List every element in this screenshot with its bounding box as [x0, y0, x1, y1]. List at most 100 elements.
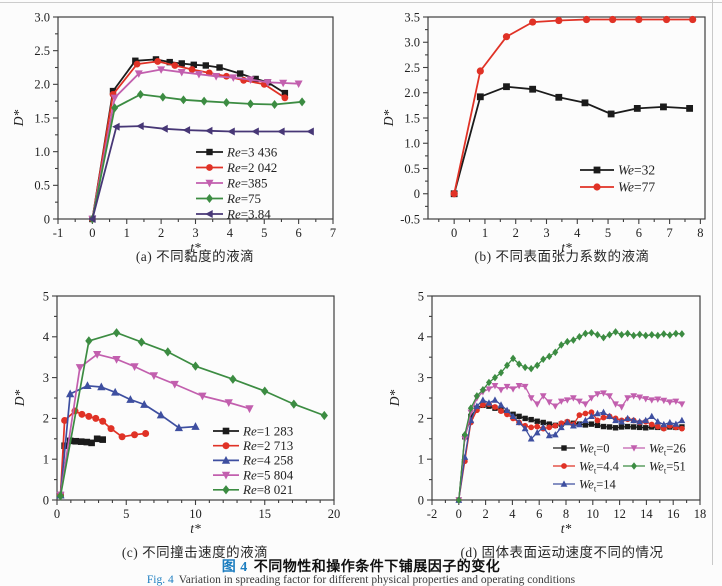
svg-text:20: 20	[328, 507, 341, 521]
svg-text:4: 4	[227, 226, 234, 240]
svg-text:0.5: 0.5	[34, 179, 50, 193]
svg-text:5: 5	[605, 226, 611, 240]
svg-text:Wet=4.4: Wet=4.4	[579, 459, 620, 475]
svg-text:2.5: 2.5	[404, 61, 420, 75]
svg-text:2.5: 2.5	[34, 44, 50, 58]
svg-text:5: 5	[123, 507, 129, 521]
svg-text:8: 8	[563, 507, 569, 521]
svg-text:12: 12	[613, 507, 626, 521]
svg-text:Wet=26: Wet=26	[649, 441, 686, 457]
svg-text:Re=3 436: Re=3 436	[226, 144, 278, 159]
figure-caption-english: Fig. 4 Variation in spreading factor for …	[0, 574, 722, 586]
svg-text:Re=5 804: Re=5 804	[242, 467, 294, 482]
subplot-a-caption: (a) 不同黏度的液滴	[135, 249, 255, 264]
subplot-d-chart: -2 0 2 4 6 8 10 12 14 16 18012345t*D*Wet=0Wet=4.4W…	[387, 289, 707, 536]
svg-text:t*: t*	[561, 521, 572, 536]
svg-text:1: 1	[418, 453, 424, 467]
svg-text:-1: -1	[53, 226, 63, 240]
svg-text:0: 0	[418, 493, 424, 507]
figure-caption: 图 4 不同物性和操作条件下铺展因子的变化	[0, 556, 722, 576]
svg-text:We=77: We=77	[618, 179, 655, 194]
svg-text:14: 14	[640, 507, 653, 521]
svg-text:3: 3	[543, 226, 549, 240]
svg-text:2.0: 2.0	[34, 78, 50, 92]
subplot-c-caption: (c) 不同撞击速度的液滴	[121, 545, 269, 560]
svg-text:6: 6	[536, 507, 542, 521]
subplot-a: -1 0 1 2 3 4 5 6 7 0 0.5 1.0 1.5 2.0 2.5 3.0 t* D* Re=3 43…	[10, 10, 345, 260]
svg-text:3: 3	[418, 371, 424, 385]
svg-text:0: 0	[43, 493, 49, 507]
svg-text:Re=4 258: Re=4 258	[242, 453, 293, 468]
svg-text:8: 8	[697, 226, 703, 240]
svg-text:0: 0	[54, 507, 60, 521]
svg-text:t*: t*	[190, 521, 201, 536]
svg-text:1.0: 1.0	[34, 145, 50, 159]
svg-text:0: 0	[44, 212, 50, 226]
svg-text:t*: t*	[190, 240, 201, 255]
svg-text:3.0: 3.0	[34, 11, 50, 24]
svg-text:0: 0	[89, 226, 95, 240]
svg-text:16: 16	[667, 507, 680, 521]
svg-text:4: 4	[509, 507, 516, 521]
svg-text:0: 0	[451, 226, 457, 240]
figure-caption-text: 不同物性和操作条件下铺展因子的变化	[253, 560, 501, 575]
subplot-c: 0 5 10 15 20 0 1 2 3 4 5 t* D* Re=1 283 Re=2 713 Re=4 2…	[11, 288, 348, 543]
svg-text:2.0: 2.0	[404, 86, 420, 100]
svg-text:5: 5	[418, 289, 424, 303]
svg-text:We=32: We=32	[618, 162, 655, 177]
figure-caption-english-text: Variation in spreading factor for differ…	[178, 574, 576, 586]
svg-text:1.5: 1.5	[34, 111, 50, 125]
svg-text:10: 10	[189, 507, 202, 521]
svg-text:4: 4	[574, 226, 581, 240]
page-top-border	[0, 2, 722, 3]
subplot-b: 0 1 2 3 4 5 6 7 8 -0.5 0 0.5 1.0 1.5 2.0 2.5 3.0 3.5 t* D* W…	[380, 10, 717, 260]
svg-text:D*: D*	[387, 390, 402, 408]
figure-caption-english-number: Fig. 4	[146, 574, 174, 586]
svg-text:0.5: 0.5	[404, 162, 420, 176]
svg-text:D*: D*	[12, 390, 27, 408]
subplot-a-chart: -1 0 1 2 3 4 5 6 700.51.01.52.02.53.0t*D*Re=3 43…	[11, 10, 336, 255]
svg-text:1: 1	[43, 453, 49, 467]
svg-text:Re=2 042: Re=2 042	[226, 160, 277, 175]
svg-text:10: 10	[587, 507, 600, 521]
svg-text:Re=75: Re=75	[226, 191, 261, 206]
svg-text:5: 5	[43, 289, 49, 303]
svg-text:0: 0	[456, 507, 462, 521]
svg-text:7: 7	[666, 226, 672, 240]
svg-text:Wet=0: Wet=0	[579, 441, 610, 457]
svg-text:1: 1	[124, 226, 130, 240]
svg-text:2: 2	[513, 226, 519, 240]
svg-text:2: 2	[43, 412, 49, 426]
svg-text:Re=385: Re=385	[226, 175, 268, 190]
svg-text:2: 2	[482, 507, 488, 521]
svg-text:18: 18	[694, 507, 707, 521]
svg-text:2: 2	[158, 226, 164, 240]
svg-text:3.0: 3.0	[404, 36, 420, 50]
svg-text:1: 1	[482, 226, 488, 240]
svg-text:Wet=14: Wet=14	[579, 477, 617, 493]
svg-text:1.5: 1.5	[404, 111, 420, 125]
svg-text:4: 4	[43, 330, 50, 344]
svg-text:Wet=51: Wet=51	[649, 459, 686, 475]
svg-text:-2: -2	[427, 507, 437, 521]
svg-text:7: 7	[330, 226, 336, 240]
subplot-d-caption: (d) 固体表面运动速度不同的情况	[460, 545, 664, 560]
subplot-d: -2 0 2 4 6 8 10 12 14 16 18 0 1 2 3 4 5 t* D* Wet=0 Wet=4.4 W…	[386, 288, 714, 543]
svg-text:6: 6	[636, 226, 642, 240]
svg-text:-0.5: -0.5	[400, 212, 420, 226]
svg-text:4: 4	[418, 330, 425, 344]
figure-caption-number: 图 4	[221, 560, 248, 575]
svg-text:3: 3	[192, 226, 198, 240]
svg-text:3.5: 3.5	[404, 11, 420, 24]
page-right-border	[712, 0, 713, 565]
svg-text:Re=3.84: Re=3.84	[226, 206, 271, 221]
subplot-b-caption: (b) 不同表面张力系数的液滴	[474, 249, 650, 264]
svg-text:15: 15	[259, 507, 272, 521]
svg-text:0: 0	[414, 187, 420, 201]
svg-text:2: 2	[418, 412, 424, 426]
svg-text:D*: D*	[381, 110, 396, 128]
svg-text:3: 3	[43, 371, 49, 385]
svg-text:Re=1 283: Re=1 283	[242, 423, 293, 438]
svg-text:t*: t*	[561, 240, 572, 255]
